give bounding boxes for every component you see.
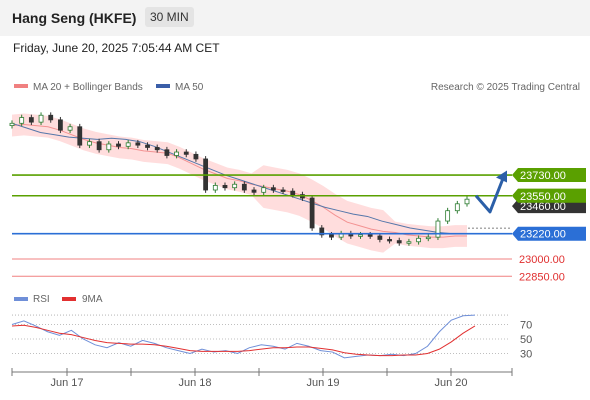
candle-body [454, 203, 460, 212]
candle-body [96, 141, 102, 151]
forecast-arrow-head [496, 170, 507, 183]
candle-body [290, 190, 296, 195]
ma50-legend-swatch [156, 84, 170, 88]
ma50-line [11, 122, 467, 235]
candle-body [174, 151, 179, 156]
candle-body [116, 143, 121, 147]
candle-body [19, 117, 25, 124]
candle-body [106, 143, 112, 151]
candle-body [329, 234, 334, 238]
candle-body [261, 187, 267, 193]
candle-body [251, 189, 257, 193]
x-tick-label: Jun 19 [306, 377, 339, 389]
candle-body [319, 227, 325, 236]
rsi-tick-label: 70 [520, 320, 532, 332]
level-tag [512, 188, 586, 203]
level-label: 23550.00 [520, 191, 566, 203]
rsi-ma-line [11, 324, 476, 357]
interval-button[interactable]: 30 MIN [145, 7, 194, 27]
candle-body [445, 210, 451, 222]
level-label: 23220.00 [520, 229, 566, 241]
rsi-legend-label: RSI [33, 294, 50, 305]
candle-body [396, 240, 402, 244]
bollinger-legend-label: MA 20 + Bollinger Bands [33, 82, 143, 93]
candle-body [28, 117, 34, 123]
candle-body [309, 197, 315, 229]
candle-body [212, 184, 218, 191]
rsi-plot: 70 50 30 [11, 314, 532, 361]
candle-body [416, 237, 421, 243]
candle-body [135, 142, 141, 146]
candle-body [183, 151, 189, 155]
level-label: 23000.00 [519, 254, 565, 266]
level-label: 23730.00 [520, 170, 566, 182]
ma20-line [11, 123, 467, 238]
copyright-text: Research © 2025 Trading Central [431, 82, 580, 93]
candle-body [387, 239, 392, 242]
candle-body [77, 126, 83, 146]
last-price-label: 23460.00 [520, 201, 566, 213]
level-label: 22850.00 [519, 271, 565, 283]
candle-body [464, 198, 470, 205]
bollinger-legend-swatch [14, 84, 28, 88]
candle-body [270, 187, 276, 191]
x-tick-label: Jun 18 [178, 377, 211, 389]
candle-body [377, 235, 383, 240]
ma50-legend-label: MA 50 [175, 82, 204, 93]
x-tick-label: Jun 17 [50, 377, 83, 389]
candle-body [358, 234, 363, 237]
candle-body [425, 236, 431, 240]
candle-body [232, 183, 238, 189]
rsi-ma-legend-label: 9MA [82, 294, 103, 305]
candle-body [222, 184, 228, 189]
forecast-arrow-line [474, 177, 505, 214]
candle-body [154, 147, 160, 151]
price-plot [9, 112, 470, 253]
candle-body [125, 142, 131, 147]
candle-body [164, 149, 170, 156]
rsi-tick-label: 50 [520, 334, 532, 346]
candle-body [87, 141, 92, 146]
chart-header: Hang Seng (HKFE) 30 MIN [0, 0, 590, 36]
candle-body [58, 119, 63, 131]
candle-body [67, 126, 73, 131]
candle-body [367, 234, 373, 237]
level-tag [512, 168, 586, 183]
time-axis: Jun 17 Jun 18 Jun 19 Jun 20 [11, 368, 513, 389]
candle-body [145, 144, 150, 148]
candle-body [280, 189, 286, 192]
candle-body [38, 114, 44, 123]
rsi-legend-swatch [14, 297, 28, 301]
x-tick-label: Jun 20 [434, 377, 467, 389]
candle-body [48, 114, 54, 121]
rsi-ma-legend-swatch [62, 297, 76, 301]
chart-timestamp: Friday, June 20, 2025 7:05:44 AM CET [13, 41, 220, 55]
candle-body [435, 220, 441, 238]
chart-title: Hang Seng (HKFE) [12, 10, 137, 26]
candle-body [241, 183, 247, 191]
candle-body [9, 122, 15, 127]
rsi-tick-label: 30 [520, 349, 532, 361]
key-levels: 23730.00 23550.00 23220.00 23000.00 22850.00… [12, 168, 586, 283]
level-tag [512, 226, 586, 241]
candle-body [193, 153, 199, 160]
candle-body [406, 241, 412, 244]
